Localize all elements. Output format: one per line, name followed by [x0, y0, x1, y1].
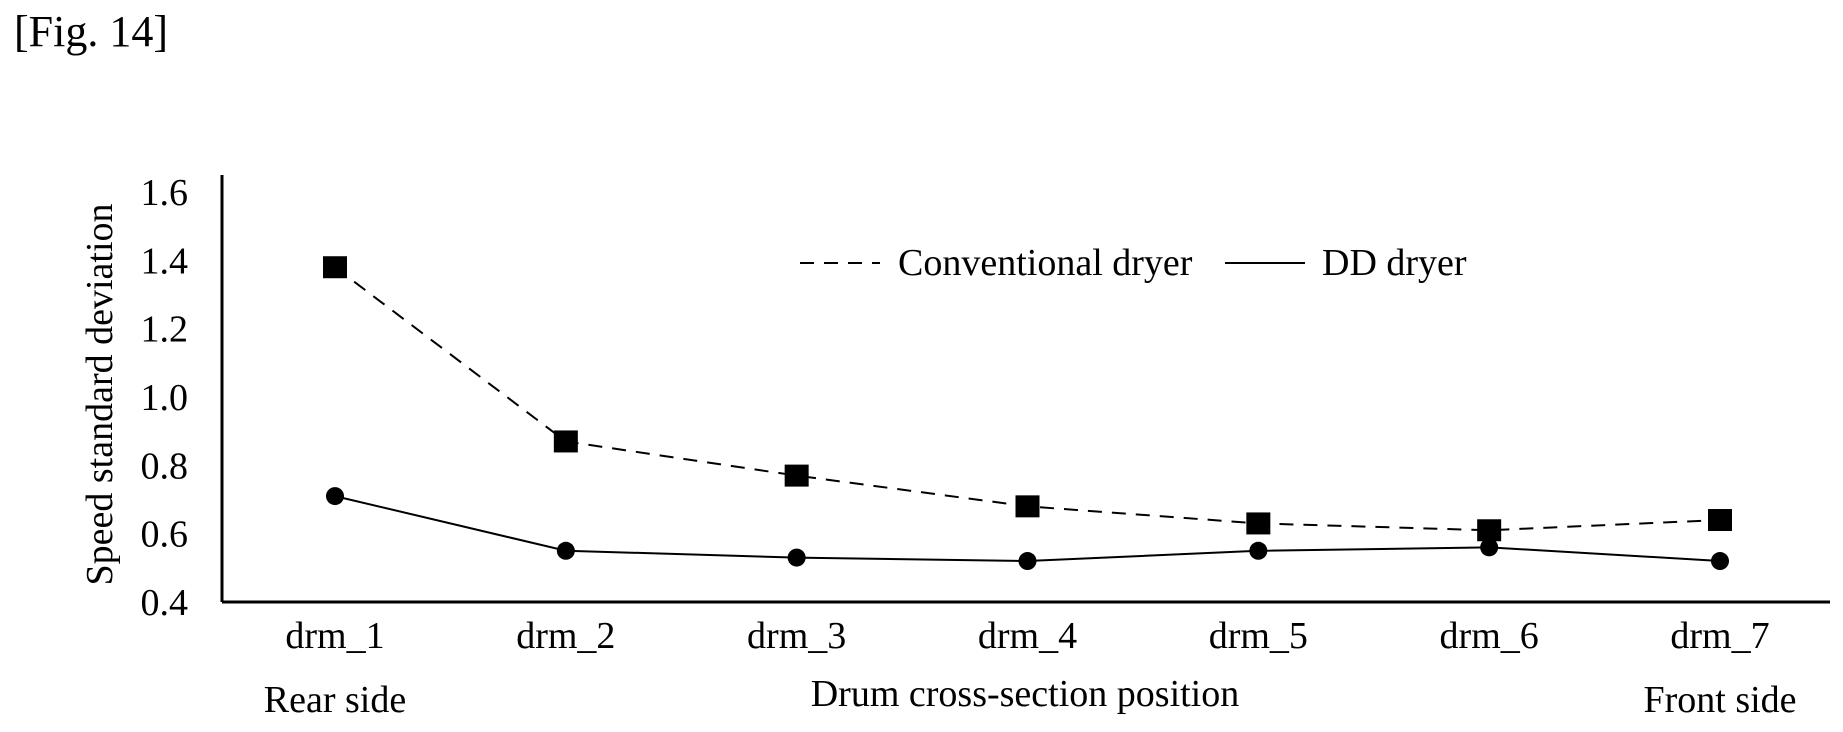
y-tick-labels: 0.4 0.6 0.8 1.0 1.2 1.4 1.6 [141, 172, 189, 624]
x-axis-title: Drum cross-section position [811, 673, 1240, 715]
x-tick-sublabel: Front side [1643, 679, 1796, 721]
y-axis-title: Speed standard deviation [79, 203, 121, 585]
legend-label: DD dryer [1322, 242, 1467, 284]
y-tick-label: 1.2 [141, 309, 189, 351]
data-point-square [785, 465, 809, 487]
data-point-circle [1711, 552, 1729, 570]
axes [222, 175, 1830, 602]
y-tick-label: 1.6 [141, 172, 189, 214]
y-tick-label: 0.8 [141, 445, 189, 487]
x-tick-label: drm_2 [516, 615, 615, 657]
data-point-circle [788, 549, 806, 567]
x-tick-sublabel: Rear side [264, 679, 406, 721]
series-1 [323, 256, 1732, 541]
x-tick-label: drm_7 [1670, 615, 1769, 657]
x-tick-label: drm_5 [1209, 615, 1308, 657]
data-point-square [1246, 512, 1270, 534]
y-tick-label: 1.0 [141, 377, 189, 419]
x-tick-label: drm_4 [978, 615, 1077, 657]
data-point-square [1016, 495, 1040, 517]
y-tick-label: 0.6 [141, 514, 189, 556]
series-line [335, 267, 1720, 530]
data-point-square [1708, 509, 1732, 531]
data-point-circle [1480, 538, 1498, 556]
legend-label: Conventional dryer [898, 242, 1193, 284]
y-tick-label: 1.4 [141, 240, 189, 282]
legend: Conventional dryer DD dryer [800, 242, 1467, 284]
series-layer [323, 256, 1732, 570]
data-point-circle [557, 542, 575, 560]
data-point-circle [326, 487, 344, 505]
data-point-circle [1249, 542, 1267, 560]
y-tick-label: 0.4 [141, 582, 189, 624]
data-point-square [554, 430, 578, 452]
data-point-square [323, 256, 347, 278]
x-tick-label: drm_1 [285, 615, 384, 657]
x-tick-label: drm_6 [1440, 615, 1539, 657]
x-tick-label: drm_3 [747, 615, 846, 657]
data-point-square [1477, 519, 1501, 541]
data-point-circle [1019, 552, 1037, 570]
